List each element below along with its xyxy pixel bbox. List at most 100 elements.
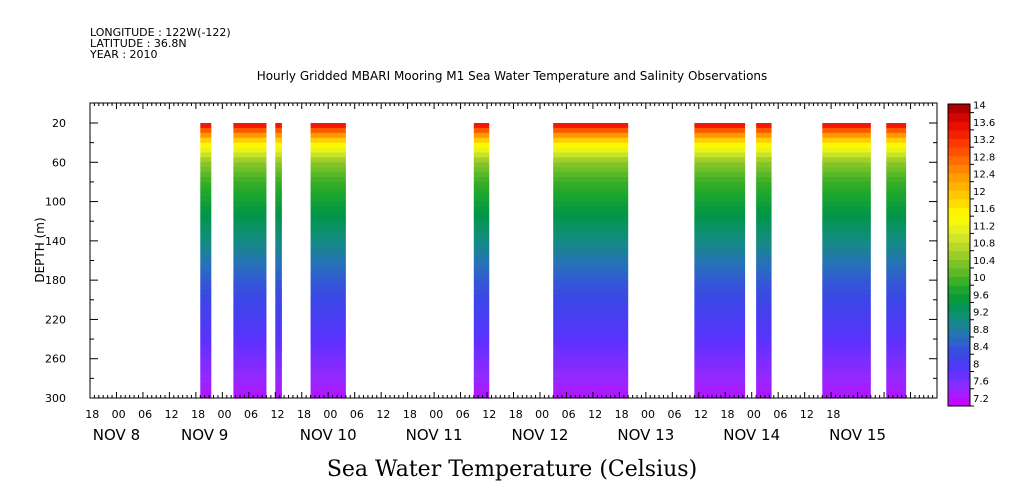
heatmap-cell (553, 388, 629, 394)
heatmap-cell (553, 123, 629, 129)
x-tick-label: 06 (244, 408, 258, 421)
heatmap-cell (473, 373, 490, 379)
heatmap-cell (553, 147, 629, 154)
heatmap-cell (694, 280, 746, 286)
heatmap-cell (756, 235, 772, 242)
heatmap-cell (756, 309, 772, 316)
heatmap-cell (886, 162, 907, 168)
heatmap-cell (822, 172, 871, 178)
x-tick-label: 06 (773, 408, 787, 421)
heatmap-cell (310, 123, 346, 129)
heatmap-cell (822, 235, 871, 242)
colorbar-swatch (948, 138, 970, 148)
heatmap-cell (233, 211, 267, 217)
heatmap-cell (756, 245, 772, 252)
y-tick-label: 60 (52, 156, 66, 169)
heatmap-cell (886, 181, 907, 188)
heatmap-cell (694, 152, 746, 158)
heatmap-cell (886, 147, 907, 154)
heatmap-cell (756, 329, 772, 335)
heatmap-cell (200, 368, 212, 375)
heatmap-cell (275, 132, 282, 139)
heatmap-cell (756, 275, 772, 281)
heatmap-cell (275, 299, 282, 306)
heatmap-cell (553, 191, 629, 198)
heatmap-cell (756, 393, 772, 399)
heatmap-cell (553, 240, 629, 247)
colorbar-label: 13.2 (973, 135, 995, 146)
heatmap-cell (473, 314, 490, 321)
heatmap-cell (886, 186, 907, 193)
y-axis-label: DEPTH (m) (33, 217, 47, 282)
heatmap-cell (553, 216, 629, 222)
heatmap-cell (822, 289, 871, 296)
heatmap-cell (756, 240, 772, 247)
heatmap-cell (694, 358, 746, 365)
heatmap-cell (886, 304, 907, 311)
heatmap-cell (886, 191, 907, 198)
x-tick-label: 06 (562, 408, 576, 421)
heatmap-cell (473, 201, 490, 208)
heatmap-cell (200, 329, 212, 335)
heatmap-cell (275, 167, 282, 173)
y-tick-label: 300 (45, 392, 66, 405)
heatmap-cell (473, 186, 490, 193)
colorbar-label: 11.2 (973, 221, 995, 232)
heatmap-cell (694, 177, 746, 183)
heatmap-cell (694, 289, 746, 296)
heatmap-cell (310, 186, 346, 193)
heatmap-cell (310, 260, 346, 267)
heatmap-cell (553, 142, 629, 149)
heatmap-cell (553, 231, 629, 237)
heatmap-cell (473, 348, 490, 355)
heatmap-cell (473, 343, 490, 350)
heatmap-cell (275, 255, 282, 262)
heatmap-cell (233, 177, 267, 183)
heatmap-cell (694, 285, 746, 291)
colorbar-swatch (948, 354, 970, 364)
heatmap-cell (473, 221, 490, 227)
heatmap-cell (886, 206, 907, 212)
heatmap-cell (553, 201, 629, 208)
heatmap-cell (822, 255, 871, 262)
y-tick-label: 100 (45, 196, 66, 209)
heatmap-cell (822, 388, 871, 394)
heatmap-cell (310, 177, 346, 183)
heatmap-cell (553, 152, 629, 158)
heatmap-cell (275, 339, 282, 345)
heatmap-cell (886, 132, 907, 139)
heatmap-cell (200, 304, 212, 311)
heatmap-cell (553, 132, 629, 139)
heatmap-cell (233, 137, 267, 144)
heatmap-cell (310, 127, 346, 134)
heatmap-cell (756, 250, 772, 257)
heatmap-cell (756, 294, 772, 301)
heatmap-cell (553, 226, 629, 232)
colorbar-label: 8.8 (973, 325, 989, 336)
heatmap-cell (886, 334, 907, 340)
heatmap-cell (200, 280, 212, 286)
heatmap-cell (553, 196, 629, 203)
heatmap-cell (886, 127, 907, 134)
heatmap-cell (694, 206, 746, 212)
colorbar-label: 12.4 (973, 170, 995, 181)
heatmap-cell (233, 324, 267, 330)
heatmap-cell (200, 216, 212, 222)
heatmap-cell (756, 231, 772, 237)
colorbar-label: 10.4 (973, 256, 995, 267)
heatmap-cell (756, 177, 772, 183)
heatmap-cell (310, 270, 346, 276)
heatmap-cell (886, 142, 907, 149)
heatmap-cell (553, 378, 629, 384)
heatmap-cell (200, 157, 212, 163)
heatmap-cell (233, 265, 267, 271)
heatmap-cell (553, 363, 629, 370)
heatmap-cell (553, 206, 629, 212)
heatmap-cell (200, 289, 212, 296)
colorbar-label: 9.2 (973, 308, 989, 319)
heatmap-cell (822, 206, 871, 212)
heatmap-cell (694, 324, 746, 330)
heatmap-cell (822, 373, 871, 379)
heatmap-cell (473, 265, 490, 271)
colorbar-label: 9.6 (973, 290, 989, 301)
